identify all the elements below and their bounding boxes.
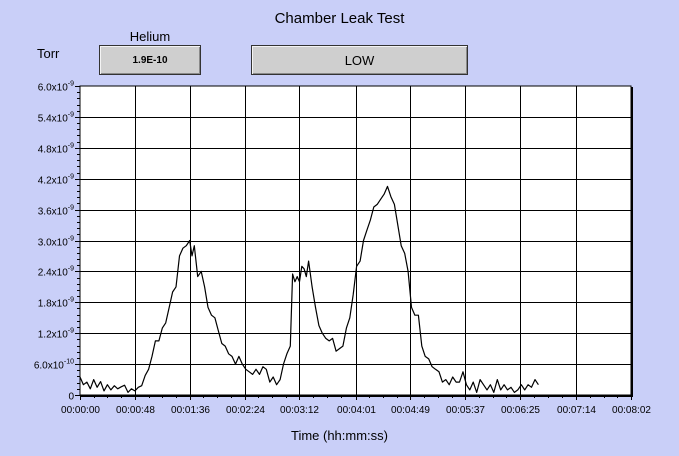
- gas-label: Helium: [129, 29, 171, 44]
- x-tick-label: 00:05:37: [446, 405, 485, 416]
- x-tick-label: 00:00:48: [116, 405, 155, 416]
- gas-readout-value: 1.9E-10: [132, 54, 168, 66]
- x-tick-label: 00:00:00: [61, 405, 100, 416]
- data-series: [79, 185, 539, 393]
- gas-readout-box: 1.9E-10: [99, 45, 201, 75]
- y-tick-label: 2.4x10-9: [38, 266, 74, 279]
- status-readout-box: LOW: [251, 45, 468, 75]
- y-tick-label: 0: [68, 392, 74, 403]
- y-unit-label: Torr: [37, 46, 60, 61]
- y-tick-labels: 0 6.0x10-10 1.2x10-9 1.8x10-9 2.4x10-9 3.0x10…: [34, 81, 75, 403]
- series-line: [79, 185, 539, 393]
- grid-lines: [80, 86, 631, 395]
- x-tick-label: 00:06:25: [501, 405, 540, 416]
- y-tick-label: 3.6x10-9: [38, 205, 74, 218]
- x-axis-label: Time (hh:mm:ss): [290, 428, 389, 443]
- chart-title: Chamber Leak Test: [274, 10, 405, 27]
- x-tick-label: 00:03:12: [280, 405, 319, 416]
- y-tick-label: 3.0x10-9: [38, 236, 74, 249]
- x-tick-label: 00:08:02: [612, 405, 651, 416]
- x-tick-label: 00:07:14: [557, 405, 596, 416]
- x-tick-label: 00:04:01: [337, 405, 376, 416]
- y-tick-label: 5.4x10-9: [38, 112, 74, 125]
- y-tick-label: 4.8x10-9: [38, 143, 74, 156]
- y-tick-label: 6.0x10-9: [38, 81, 74, 94]
- y-tick-label: 4.2x10-9: [38, 174, 74, 187]
- plot-area: [80, 86, 631, 395]
- x-tick-label: 00:04:49: [391, 405, 430, 416]
- status-readout-value: LOW: [344, 52, 375, 68]
- x-tick-labels: 00:00:00 00:00:48 00:01:36 00:02:24 00:03:12…: [61, 405, 651, 416]
- x-tick-label: 00:01:36: [171, 405, 210, 416]
- y-tick-label: 1.8x10-9: [38, 297, 74, 310]
- y-tick-label: 6.0x10-10: [34, 359, 74, 372]
- y-tick-label: 1.2x10-9: [38, 328, 74, 341]
- x-tick-label: 00:02:24: [226, 405, 265, 416]
